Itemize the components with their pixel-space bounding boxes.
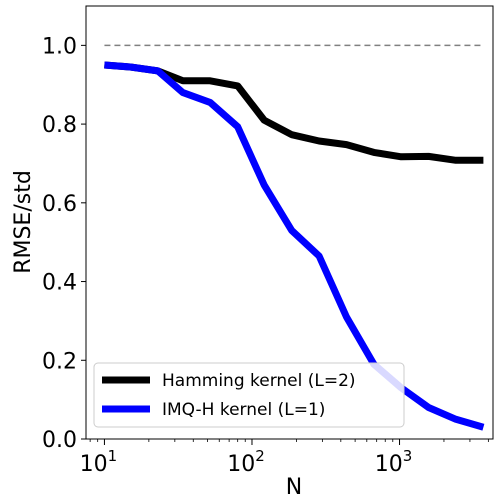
- y-tick-label: 0.0: [42, 428, 77, 453]
- x-tick-label: 102: [227, 447, 265, 477]
- legend-label: IMQ-H kernel (L=1): [162, 400, 325, 420]
- y-axis-ticks: 0.0 0.2 0.4 0.6 0.8 1.0: [42, 34, 86, 453]
- x-axis-ticks: 101 102 103: [80, 439, 489, 477]
- y-tick-label: 1.0: [42, 34, 77, 59]
- series-layer: [104, 61, 485, 431]
- legend-label: Hamming kernel (L=2): [162, 371, 356, 391]
- series-line-2: [104, 61, 485, 431]
- x-tick-label: 103: [375, 447, 413, 477]
- series-line-1: [104, 61, 484, 164]
- x-tick-label: 101: [80, 447, 118, 477]
- y-tick-label: 0.8: [42, 113, 77, 138]
- plot-frame: [85, 5, 494, 440]
- y-tick-label: 0.4: [42, 271, 77, 296]
- legend: Hamming kernel (L=2) IMQ-H kernel (L=1): [93, 362, 405, 428]
- y-tick-label: 0.2: [42, 349, 77, 374]
- y-axis-label: RMSE/std: [11, 170, 36, 274]
- legend-box: [93, 362, 405, 428]
- y-tick-label: 0.6: [42, 192, 77, 217]
- x-axis-label: N: [286, 475, 302, 494]
